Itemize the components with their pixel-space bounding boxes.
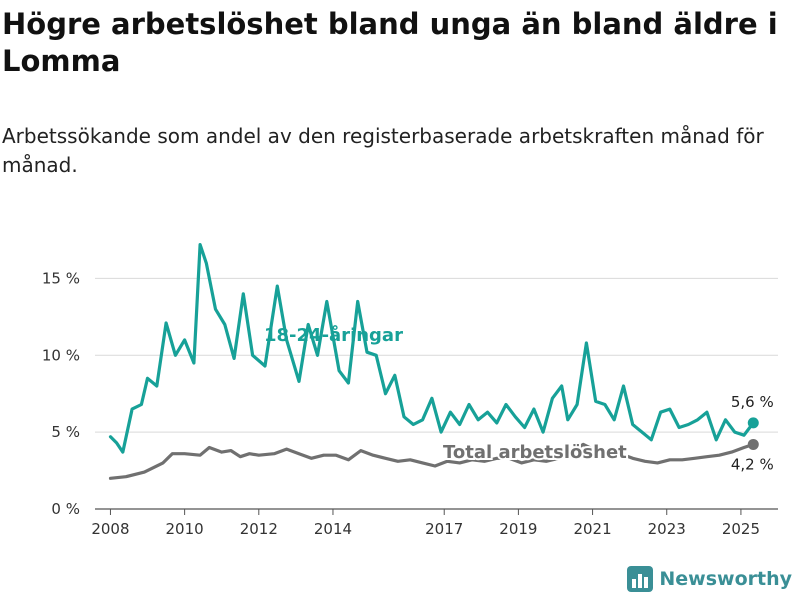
end-point-total bbox=[747, 438, 759, 450]
x-tick-label: 2010 bbox=[166, 520, 204, 538]
x-axis: 2008 2010 2012 2014 2017 2019 2021 2023 2025 bbox=[91, 509, 760, 538]
series-label-total: Total arbetslöshet bbox=[443, 442, 627, 463]
end-label-youth: 5,6 % bbox=[731, 393, 774, 411]
x-tick-label: 2014 bbox=[314, 520, 352, 538]
y-tick-label: 5 % bbox=[51, 423, 80, 441]
y-tick-label: 15 % bbox=[42, 269, 80, 287]
chart-title: Högre arbetslöshet bland unga än bland ä… bbox=[2, 7, 778, 78]
x-tick-label: 2023 bbox=[648, 520, 686, 538]
labels-layer: 18-24-åringar Total arbetslöshet 5,6 % 4,2 … bbox=[264, 324, 774, 473]
series-layer bbox=[108, 243, 759, 480]
y-tick-label: 0 % bbox=[51, 500, 80, 518]
y-tick-label: 10 % bbox=[42, 346, 80, 364]
chart-subtitle: Arbetssökande som andel av den registerb… bbox=[2, 124, 764, 177]
grid-lines bbox=[95, 277, 778, 510]
series-label-youth: 18-24-åringar bbox=[264, 324, 403, 346]
end-point-youth bbox=[747, 417, 759, 429]
brand-name: Newsworthy bbox=[659, 568, 792, 590]
bar-chart-icon bbox=[627, 566, 654, 592]
x-tick-label: 2012 bbox=[240, 520, 278, 538]
y-axis: 0 % 5 % 10 % 15 % bbox=[42, 269, 80, 518]
x-tick-label: 2021 bbox=[573, 520, 611, 538]
series-line-youth bbox=[108, 243, 755, 454]
series-line-total bbox=[108, 442, 755, 480]
end-label-total: 4,2 % bbox=[731, 455, 774, 473]
x-tick-label: 2017 bbox=[425, 520, 463, 538]
brand-logo: Newsworthy bbox=[627, 566, 792, 592]
x-tick-label: 2025 bbox=[722, 520, 760, 538]
x-tick-label: 2008 bbox=[91, 520, 129, 538]
x-tick-label: 2019 bbox=[499, 520, 537, 538]
